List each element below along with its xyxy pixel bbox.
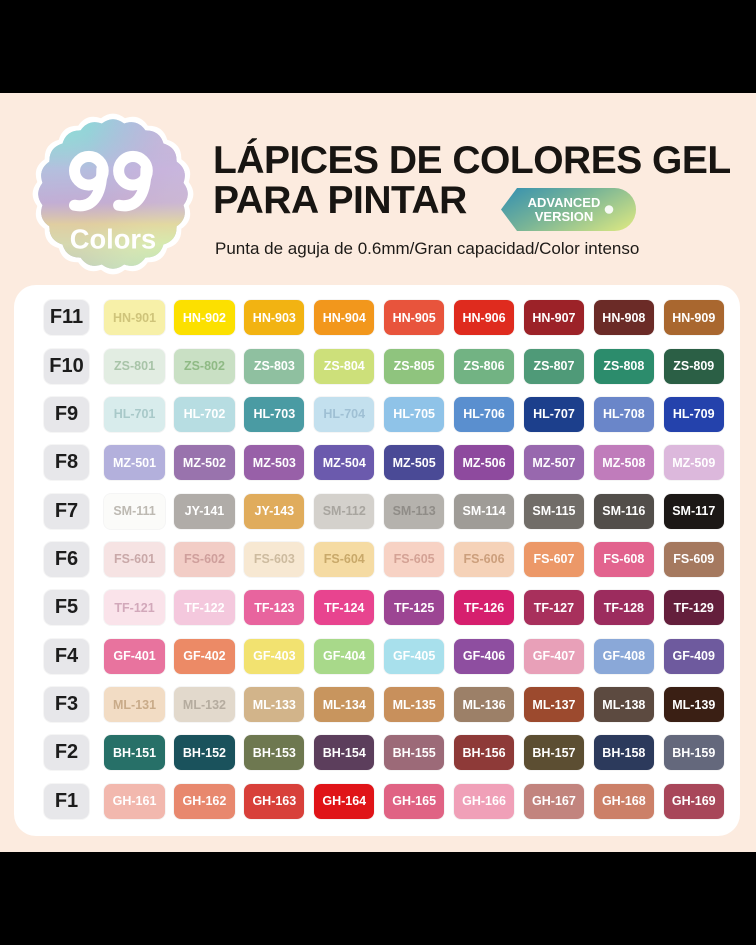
svg-text:ADVANCED: ADVANCED — [528, 195, 601, 210]
svg-text:Colors: Colors — [70, 224, 156, 255]
svg-text:VERSION: VERSION — [535, 209, 594, 224]
